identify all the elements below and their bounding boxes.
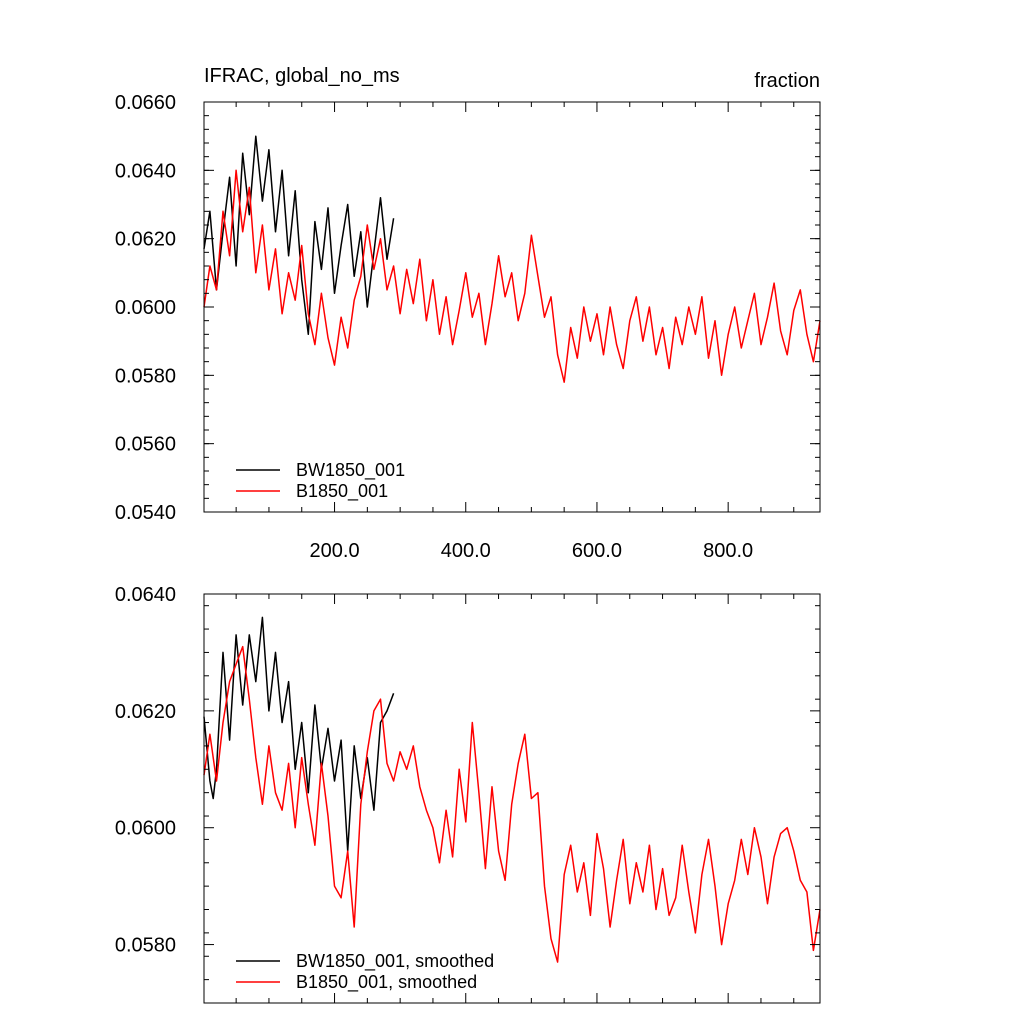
- top-ytick-label: 0.0620: [115, 229, 176, 251]
- bottom-ytick-label: 0.0600: [115, 818, 176, 840]
- top-chart: IFRAC, global_no_ms fraction 0.0540 0.056…: [115, 65, 821, 562]
- chart-title: IFRAC, global_no_ms: [204, 65, 400, 87]
- top-xtick-label: 800.0: [703, 540, 753, 562]
- top-xtick-label: 400.0: [441, 540, 491, 562]
- top-ytick-label: 0.0540: [115, 502, 176, 524]
- top-series-lines: [203, 135, 821, 383]
- top-ytick-label: 0.0660: [115, 92, 176, 114]
- bottom-ytick-label: 0.0580: [115, 935, 176, 957]
- bottom-axis-ticks: 0.0580 0.0600 0.0620 0.0640: [115, 584, 820, 1004]
- top-legend: BW1850_001 B1850_001: [236, 460, 405, 502]
- bottom-series-line-1: [203, 645, 821, 963]
- legend-label-bw1850: BW1850_001: [296, 460, 405, 481]
- top-xtick-label: 600.0: [572, 540, 622, 562]
- top-series-line-0: [203, 135, 395, 336]
- bottom-plot-frame: [203, 593, 821, 1004]
- top-series-line-1: [203, 169, 821, 383]
- units-label: fraction: [754, 70, 820, 92]
- bottom-ytick-label: 0.0620: [115, 701, 176, 723]
- top-ytick-label: 0.0640: [115, 160, 176, 182]
- legend-label-bw1850-smoothed: BW1850_001, smoothed: [296, 951, 494, 972]
- bottom-series-lines: [203, 616, 821, 963]
- top-ytick-label: 0.0580: [115, 365, 176, 387]
- legend-label-b1850-smoothed: B1850_001, smoothed: [296, 972, 477, 993]
- bottom-legend: BW1850_001, smoothed B1850_001, smoothed: [236, 951, 494, 993]
- bottom-chart: 0.0580 0.0600 0.0620 0.0640 BW1850_001, smo…: [115, 584, 821, 1004]
- bottom-series-line-0: [203, 616, 395, 852]
- legend-label-b1850: B1850_001: [296, 481, 388, 502]
- top-ytick-label: 0.0560: [115, 434, 176, 456]
- bottom-ytick-label: 0.0640: [115, 584, 176, 606]
- top-plot-frame: [203, 101, 821, 513]
- top-xtick-label: 200.0: [310, 540, 360, 562]
- top-ytick-label: 0.0600: [115, 297, 176, 319]
- top-axis-ticks: 0.0540 0.0560 0.0580 0.0600 0.0620 0.0640 0.06…: [115, 92, 820, 562]
